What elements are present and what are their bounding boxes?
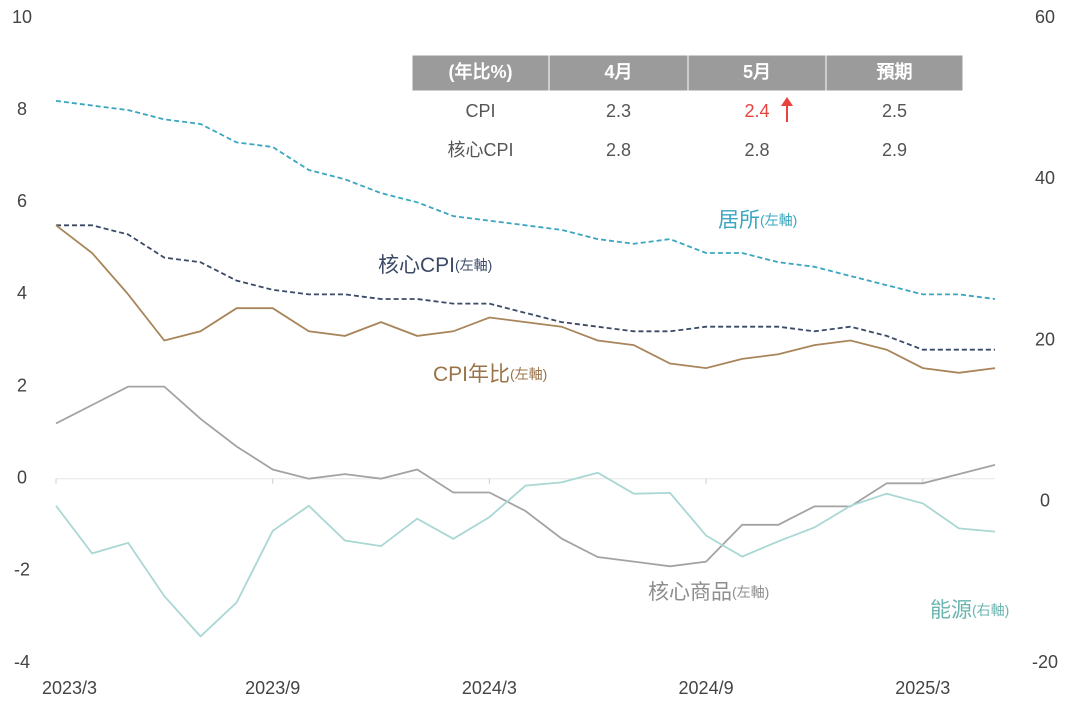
x-tick-label: 2025/3 [895,678,950,698]
y-tick-label: 10 [12,7,32,27]
y2-tick-label: 0 [1040,491,1050,511]
series-line [55,224,996,374]
table-cell: 2.4 [744,101,769,121]
series-line [55,471,996,638]
series-name: 核心商品 [648,581,732,604]
series-name: CPI年比 [433,363,510,386]
series-axis-note: (左軸) [760,212,797,228]
series-line [56,224,995,351]
x-tick-label: 2024/9 [679,678,734,698]
table-cell: 2.8 [606,140,631,160]
y-tick-label: -4 [14,652,30,672]
table-cell: 2.8 [744,140,769,160]
series-label: 核心CPI(左軸) [378,254,492,277]
y-tick-label: 6 [17,191,27,211]
series-label: CPI年比(左軸) [433,363,547,386]
table-header-cell [825,54,964,92]
series-line [55,100,996,300]
series-axis-note: (左軸) [455,257,492,273]
table-header-text: (年比%) [449,61,513,82]
x-tick-label: 2024/3 [462,678,517,698]
table-header-text: 4月 [604,62,632,82]
y-tick-label: 4 [17,283,27,303]
y-tick-label: 8 [17,99,27,119]
series-label: 居所(左軸) [718,209,797,232]
table-cell: CPI [465,101,495,121]
series-name: 居所 [718,209,760,232]
table-cell: 核心CPI [447,140,513,160]
table-header-text: 5月 [743,62,771,82]
y2-tick-label: -20 [1032,652,1058,672]
table-cell: 2.5 [882,101,907,121]
y2-tick-label: 60 [1035,7,1055,27]
x-tick-label: 2023/9 [245,678,300,698]
x-tick-label: 2023/3 [42,678,97,698]
series-label: 能源(右軸) [930,599,1009,622]
y-tick-label: 2 [17,375,27,395]
series-line [55,385,996,568]
series-axis-note: (右軸) [972,602,1009,618]
series-axis-note: (左軸) [732,584,769,600]
y2-tick-label: 40 [1035,168,1055,188]
series-label: 核心商品(左軸) [648,581,769,604]
series-axis-note: (左軸) [510,366,547,382]
series-name: 核心CPI [378,254,455,277]
y-tick-label: 0 [17,467,27,487]
y2-tick-label: 20 [1035,329,1055,349]
series-name: 能源 [930,599,972,622]
y-tick-label: -2 [14,560,30,580]
table-header-text: 預期 [877,62,913,82]
table-cell: 2.9 [882,140,907,160]
up-arrow-head [781,97,793,106]
table-header-cell [411,54,550,92]
table-cell: 2.3 [606,101,631,121]
